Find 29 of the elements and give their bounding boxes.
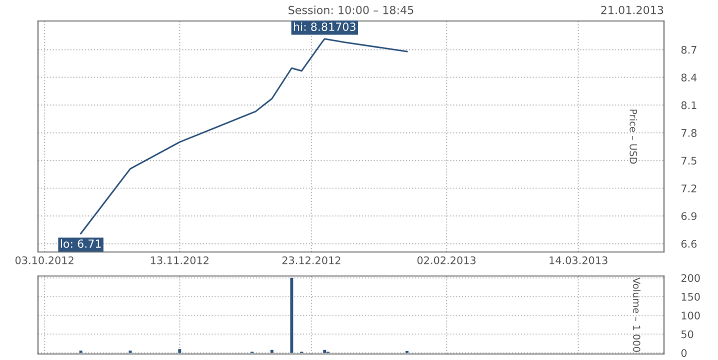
x-tick-label: 02.02.2013 [417, 256, 476, 264]
y-tick-label: 100 [682, 312, 700, 320]
y-tick-label: 6.6 [681, 240, 697, 248]
chart-title: Session: 10:00 – 18:45 [288, 6, 414, 14]
y-tick-label: 200 [681, 274, 700, 282]
y-tick-label: 0 [681, 349, 687, 357]
y-axis-title: Price – USD [630, 110, 638, 164]
bar [323, 350, 326, 353]
y-tick-label: 8.7 [681, 46, 696, 54]
bar [270, 350, 274, 353]
y-tick-label: 7.2 [682, 184, 696, 192]
x-tick-label: 03.10.2012 [15, 256, 74, 264]
bar [178, 349, 182, 353]
bar [290, 278, 294, 353]
y-axis-title: Volume – 1 000 [632, 278, 641, 352]
x-tick-label: 23.12.2012 [282, 256, 340, 264]
line-series [80, 38, 408, 234]
x-tick-label: 13.11.2012 [150, 256, 208, 264]
y-tick-label: 8.4 [681, 74, 697, 82]
annotation: lo: 6.71 [60, 239, 101, 248]
y-tick-label: 7.8 [682, 129, 697, 137]
y-tick-label: 7.5 [682, 156, 696, 165]
y-tick-label: 6.9 [681, 212, 696, 220]
x-tick-label: 14.03.2013 [550, 256, 608, 264]
annotation: hi: 8.81703 [294, 22, 356, 31]
y-tick-label: 8.1 [681, 101, 696, 110]
y-tick-label: 150 [682, 292, 700, 301]
chart-subtitle: 21.01.2013 [601, 6, 664, 14]
y-tick-label: 50 [681, 330, 694, 338]
